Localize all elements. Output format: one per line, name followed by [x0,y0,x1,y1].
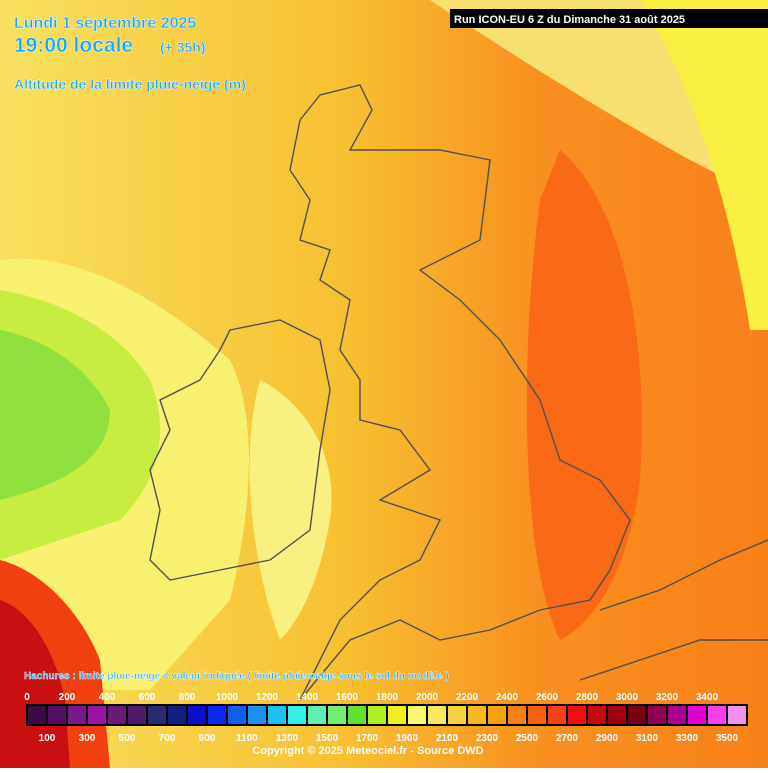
scale-swatch [448,706,466,724]
scale-label: 1900 [396,733,419,744]
scale-label: 200 [59,692,76,703]
scale-swatch [548,706,566,724]
scale-swatch [468,706,486,724]
scale-swatch [668,706,686,724]
subtitle: Altitude de la limite pluie-neige (m) [14,76,246,92]
scale-label: 2300 [476,733,499,744]
scale-label: 2600 [536,692,559,703]
scale-label: 1800 [376,692,399,703]
scale-label: 1300 [276,733,299,744]
copyright: Copyright © 2025 Meteociel.fr - Source D… [252,745,483,757]
scale-swatch [328,706,346,724]
scale-swatch [428,706,446,724]
scale-swatch [728,706,746,724]
scale-label: 2900 [596,733,619,744]
scale-label: 2400 [496,692,519,703]
scale-label: 1500 [316,733,339,744]
scale-swatch [28,706,46,724]
scale-swatch [488,706,506,724]
scale-swatch [208,706,226,724]
scale-swatch [288,706,306,724]
scale-label: 1400 [296,692,319,703]
scale-label: 1700 [356,733,379,744]
scale-swatch [128,706,146,724]
scale-swatch [348,706,366,724]
run-info: Run ICON-EU 6 Z du Dimanche 31 août 2025 [454,14,685,26]
scale-swatch [268,706,286,724]
scale-label: 100 [39,733,56,744]
scale-swatch [388,706,406,724]
color-scale: 0 100 200 300 400 500 600 700 800 900 1000 1100 1200… [24,692,748,744]
field-zone [249,380,332,640]
scale-label: 500 [119,733,136,744]
scale-label: 400 [99,692,116,703]
field-zone [640,0,768,330]
scale-label: 0 [24,692,30,703]
coastlines [149,84,768,701]
scale-label: 3000 [616,692,639,703]
scale-label: 1000 [216,692,239,703]
scale-swatch [48,706,66,724]
scale-label: 3400 [696,692,719,703]
scale-label: 2100 [436,733,459,744]
scale-frame [26,704,748,726]
scale-swatch [168,706,186,724]
field-zone [0,330,110,500]
scale-label: 2800 [576,692,599,703]
scale-label: 3100 [636,733,659,744]
scale-label: 2700 [556,733,579,744]
scale-label: 1100 [236,733,258,744]
scale-swatch [528,706,546,724]
scale-label: 1200 [256,692,279,703]
run-banner [450,9,768,28]
scale-label: 3300 [676,733,699,744]
scale-swatch [608,706,626,724]
scale-swatch [368,706,386,724]
scale-swatch [188,706,206,724]
scale-swatch [628,706,646,724]
scale-swatch [408,706,426,724]
scale-label: 900 [199,733,216,744]
scale-swatch [148,706,166,724]
field-zone [526,150,642,640]
date: Lundi 1 septembre 2025 [14,15,196,32]
scale-swatch [508,706,526,724]
scale-swatch [248,706,266,724]
scale-swatch [648,706,666,724]
scale-label: 800 [179,692,196,703]
scale-label: 2000 [416,692,439,703]
scale-label: 600 [139,692,156,703]
scale-swatch [68,706,86,724]
scale-swatch [708,706,726,724]
hatch-note: Hachures : limite pluie-neige < valeur i… [24,671,449,682]
scale-swatch [108,706,126,724]
scale-swatch [228,706,246,724]
scale-swatch [568,706,586,724]
scale-swatch [308,706,326,724]
scale-swatch [88,706,106,724]
scale-label: 3200 [656,692,679,703]
scale-label: 2500 [516,733,539,744]
scale-swatch [688,706,706,724]
scale-label: 300 [79,733,96,744]
offset: (+ 35h) [160,39,206,55]
scale-label: 3500 [716,733,739,744]
time: 19:00 locale [14,34,133,57]
scale-label: 2200 [456,692,479,703]
scale-label: 1600 [336,692,359,703]
scale-label: 700 [159,733,176,744]
scale-swatch [588,706,606,724]
